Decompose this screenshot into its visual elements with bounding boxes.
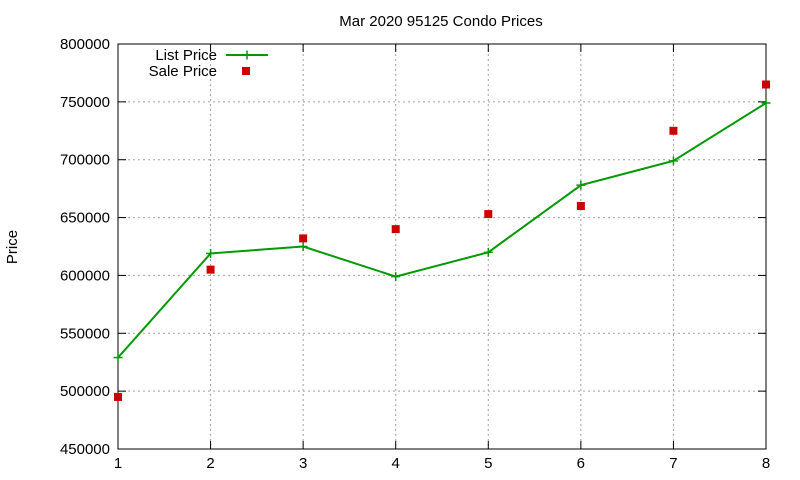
legend-swatch-sale-price bbox=[242, 67, 250, 75]
y-tick-label: 800000 bbox=[60, 36, 110, 53]
sale-price-point bbox=[576, 202, 585, 210]
list-price-point bbox=[391, 272, 401, 282]
x-tick-label: 5 bbox=[484, 455, 492, 472]
list-price-point bbox=[668, 156, 678, 166]
list-price-point bbox=[576, 180, 586, 190]
x-tick-label: 6 bbox=[577, 455, 585, 472]
sale-price-point bbox=[762, 80, 770, 89]
y-tick-label: 700000 bbox=[60, 152, 110, 169]
x-tick-label: 1 bbox=[114, 455, 122, 472]
y-tick-label: 600000 bbox=[60, 267, 110, 284]
x-tick-label: 7 bbox=[669, 455, 677, 472]
plot-area-border bbox=[117, 43, 767, 450]
list-price-point bbox=[761, 98, 771, 108]
y-tick-label: 750000 bbox=[60, 94, 110, 111]
list-price-point bbox=[113, 353, 123, 363]
x-tick-label: 3 bbox=[299, 455, 307, 472]
list-price-point bbox=[206, 248, 216, 258]
chart-title: Mar 2020 95125 Condo Prices bbox=[339, 13, 542, 30]
sale-price-point bbox=[206, 265, 215, 274]
legend-swatch-marker bbox=[242, 67, 250, 75]
y-tick-label: 500000 bbox=[60, 383, 110, 400]
legend: List Price Sale Price bbox=[149, 47, 268, 80]
y-axis-label: Price bbox=[4, 230, 21, 264]
x-axis-ticks: 1 2 3 4 5 6 7 8 bbox=[114, 44, 770, 472]
legend-label-list-price: List Price bbox=[155, 47, 217, 64]
sale-price-point bbox=[114, 392, 122, 401]
grid bbox=[118, 44, 766, 449]
x-tick-label: 2 bbox=[206, 455, 214, 472]
x-tick-label: 8 bbox=[762, 455, 770, 472]
legend-label-sale-price: Sale Price bbox=[149, 63, 217, 80]
legend-swatch-marker bbox=[242, 50, 252, 60]
sale-price-point bbox=[669, 126, 678, 135]
sale-price-point bbox=[484, 210, 493, 219]
y-tick-label: 450000 bbox=[60, 441, 110, 458]
x-tick-label: 4 bbox=[392, 455, 400, 472]
list-price-point bbox=[298, 242, 308, 251]
legend-swatch-list-price bbox=[226, 50, 268, 60]
y-axis-ticks: 450000 500000 550000 600000 650000 700000 7500… bbox=[60, 36, 766, 458]
list-price-line bbox=[117, 102, 767, 359]
list-price-point bbox=[483, 247, 493, 257]
sale-price-point bbox=[299, 234, 308, 243]
y-tick-label: 550000 bbox=[60, 325, 110, 342]
y-tick-label: 650000 bbox=[60, 210, 110, 227]
series-layer bbox=[113, 80, 771, 401]
sale-price-point bbox=[391, 225, 400, 234]
